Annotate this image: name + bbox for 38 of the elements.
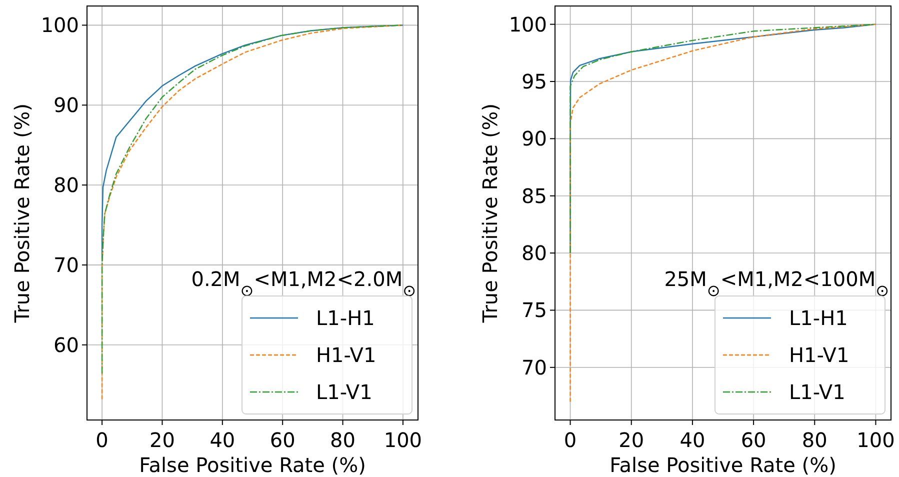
y-tick-label: 90 (522, 126, 547, 151)
x-axis-title: False Positive Rate (%) (610, 453, 836, 477)
y-tick-label: 80 (54, 173, 79, 198)
y-tick-label: 60 (54, 332, 79, 357)
x-tick-label: 100 (856, 428, 895, 452)
x-tick-label: 20 (150, 428, 175, 452)
y-tick-label: 80 (522, 241, 547, 266)
x-tick-label: 0 (96, 428, 108, 452)
y-tick-label: 100 (40, 13, 79, 38)
x-tick-label: 20 (618, 428, 644, 452)
x-tick-label: 80 (802, 428, 828, 452)
y-axis-title: True Positive Rate (%) (478, 103, 502, 324)
legend-label: L1-V1 (789, 380, 846, 404)
y-tick-label: 95 (522, 69, 547, 94)
x-tick-label: 100 (384, 428, 422, 452)
line-series (570, 24, 876, 254)
legend-label: L1-H1 (316, 306, 375, 330)
annotation: 0.2M$_{⊙}$<M1,M2<2.0M$_{⊙}$ (191, 267, 416, 300)
x-tick-label: 40 (210, 428, 236, 452)
y-tick-label: 85 (522, 184, 547, 208)
y-axis-title: True Positive Rate (%) (10, 103, 34, 324)
x-tick-label: 40 (680, 428, 706, 452)
y-tick-label: 70 (54, 252, 79, 277)
y-tick-label: 70 (522, 355, 547, 380)
legend-label: L1-V1 (316, 380, 372, 404)
y-tick-label: 100 (508, 12, 547, 36)
legend-label: H1-V1 (316, 343, 376, 367)
annotation: 25M$_{⊙}$<M1,M2<100M$_{⊙}$ (664, 267, 889, 300)
x-tick-label: 80 (330, 428, 356, 452)
legend-label: L1-H1 (789, 306, 848, 330)
line-series (570, 24, 876, 402)
legend-label: H1-V1 (789, 343, 850, 367)
y-tick-label: 75 (522, 298, 547, 322)
x-tick-label: 0 (564, 428, 577, 452)
x-tick-label: 60 (740, 428, 766, 452)
x-tick-label: 60 (270, 428, 296, 452)
x-axis-title: False Positive Rate (%) (139, 453, 366, 477)
y-tick-label: 90 (54, 93, 79, 118)
